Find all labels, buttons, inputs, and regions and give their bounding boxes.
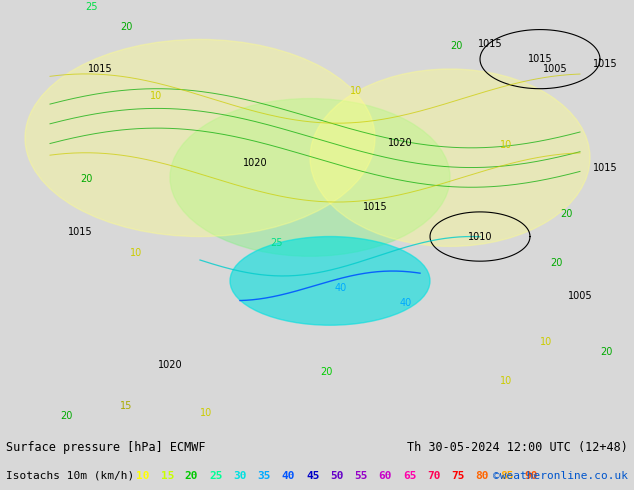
Text: 20: 20 xyxy=(80,174,93,184)
Text: 1020: 1020 xyxy=(158,360,183,369)
Ellipse shape xyxy=(310,69,590,246)
Text: 65: 65 xyxy=(403,471,417,481)
Text: 50: 50 xyxy=(330,471,344,481)
Text: Surface pressure [hPa] ECMWF: Surface pressure [hPa] ECMWF xyxy=(6,441,206,454)
Text: 10: 10 xyxy=(150,91,162,100)
Text: 20: 20 xyxy=(60,411,72,421)
Text: 1015: 1015 xyxy=(68,226,93,237)
Text: 20: 20 xyxy=(450,41,462,51)
Ellipse shape xyxy=(230,237,430,325)
Ellipse shape xyxy=(25,39,375,237)
Text: Isotachs 10m (km/h): Isotachs 10m (km/h) xyxy=(6,471,141,481)
Text: 1015: 1015 xyxy=(593,163,618,172)
Ellipse shape xyxy=(170,98,450,256)
Text: Th 30-05-2024 12:00 UTC (12+48): Th 30-05-2024 12:00 UTC (12+48) xyxy=(407,441,628,454)
Text: 70: 70 xyxy=(427,471,441,481)
Text: 25: 25 xyxy=(85,2,98,12)
Text: 10: 10 xyxy=(200,408,212,418)
Text: 40: 40 xyxy=(281,471,295,481)
Text: 20: 20 xyxy=(184,471,198,481)
Text: 15: 15 xyxy=(120,401,133,411)
Text: 20: 20 xyxy=(320,367,332,376)
Text: 25: 25 xyxy=(270,239,283,248)
Text: 10: 10 xyxy=(130,248,142,258)
Text: 1020: 1020 xyxy=(243,158,268,168)
Text: 30: 30 xyxy=(233,471,247,481)
Text: 1015: 1015 xyxy=(87,64,112,74)
Text: 1015: 1015 xyxy=(363,202,387,212)
Text: 1005: 1005 xyxy=(567,291,592,301)
Text: 35: 35 xyxy=(257,471,271,481)
Text: 45: 45 xyxy=(306,471,320,481)
Text: 1005: 1005 xyxy=(543,64,567,74)
Text: 1010: 1010 xyxy=(468,232,492,242)
Text: 10: 10 xyxy=(350,86,362,96)
Text: 10: 10 xyxy=(500,140,512,150)
Text: 25: 25 xyxy=(209,471,223,481)
Text: 1015: 1015 xyxy=(477,39,502,49)
Text: 85: 85 xyxy=(500,471,514,481)
Text: 20: 20 xyxy=(560,209,573,219)
Text: 10: 10 xyxy=(540,337,552,347)
Text: 15: 15 xyxy=(160,471,174,481)
Text: 20: 20 xyxy=(600,347,612,357)
Text: 1015: 1015 xyxy=(527,54,552,64)
Text: 60: 60 xyxy=(378,471,392,481)
Text: 90: 90 xyxy=(524,471,538,481)
Text: 10: 10 xyxy=(136,471,150,481)
Text: 55: 55 xyxy=(354,471,368,481)
Text: 1015: 1015 xyxy=(593,59,618,69)
Text: 20: 20 xyxy=(120,22,133,31)
Text: ©weatheronline.co.uk: ©weatheronline.co.uk xyxy=(493,471,628,481)
Text: 40: 40 xyxy=(400,297,412,308)
Text: 75: 75 xyxy=(451,471,465,481)
Text: 1020: 1020 xyxy=(387,138,412,148)
Text: 10: 10 xyxy=(500,376,512,387)
Text: 80: 80 xyxy=(476,471,489,481)
Text: 40: 40 xyxy=(335,283,347,293)
Text: 20: 20 xyxy=(550,258,562,268)
